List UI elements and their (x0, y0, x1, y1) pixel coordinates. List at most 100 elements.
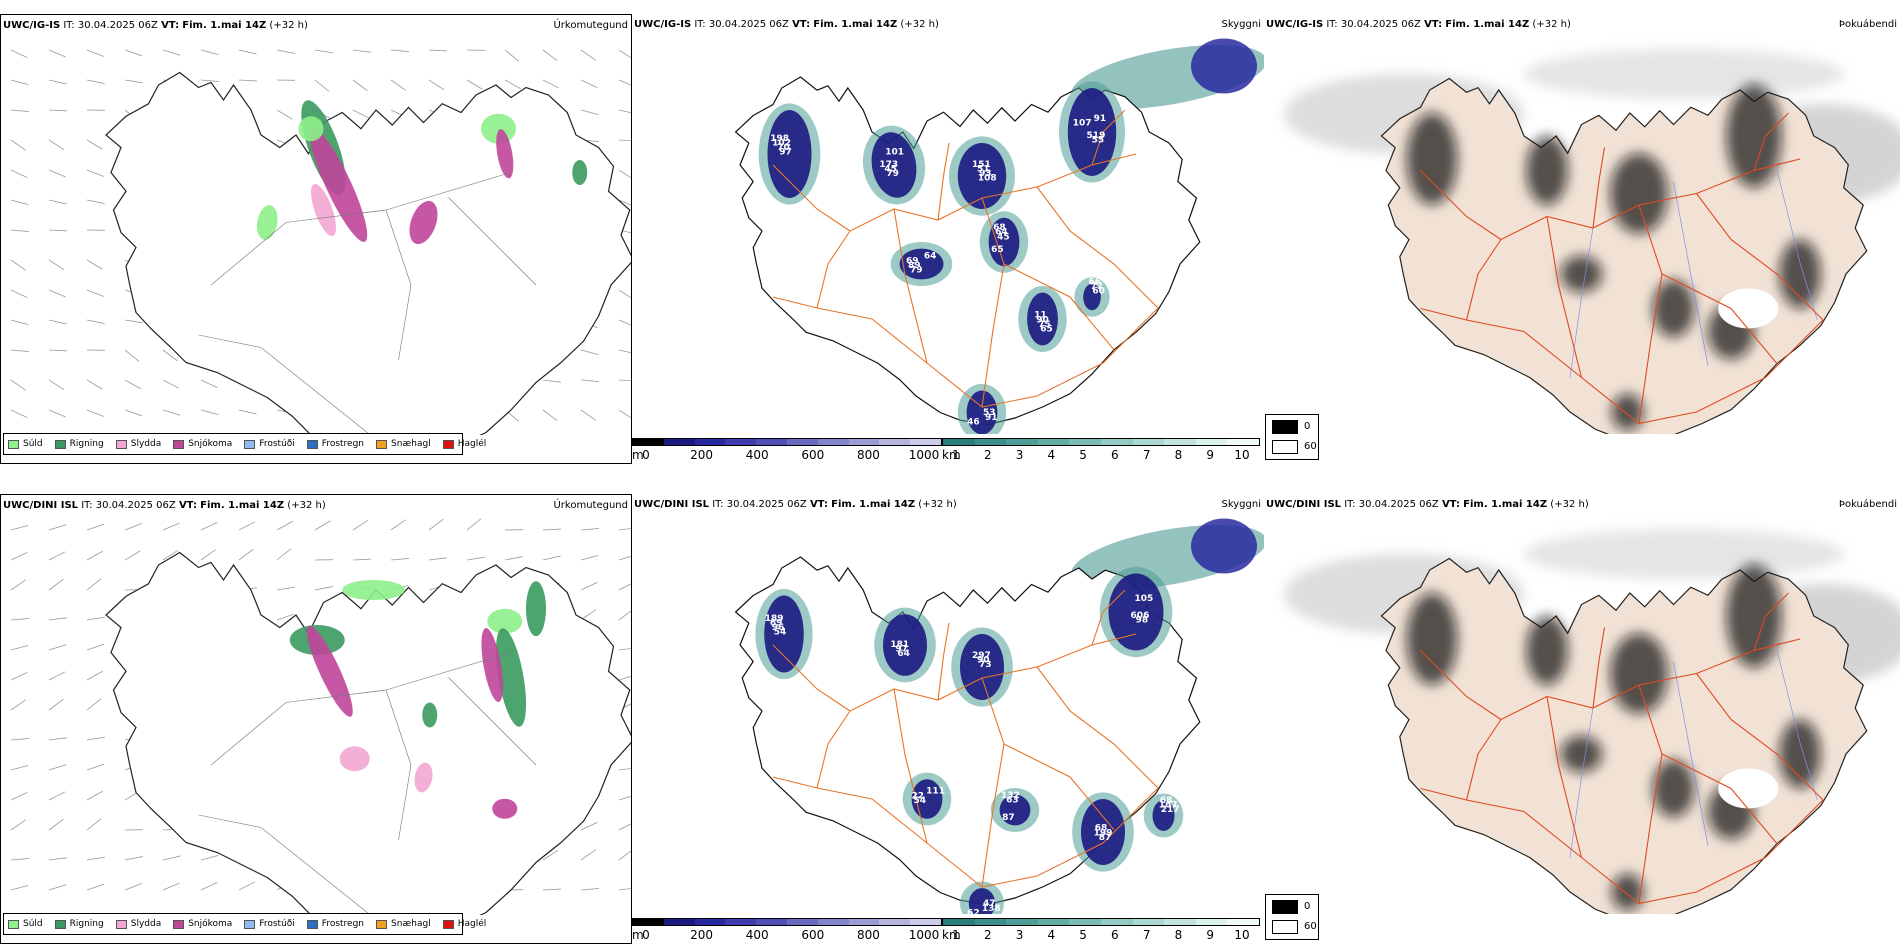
road (198, 814, 371, 915)
wind-barb (124, 49, 143, 57)
wind-barb (618, 823, 631, 831)
wind-barb (124, 550, 141, 561)
wind-barb (86, 319, 105, 324)
scale-tick-label: 10 (1234, 448, 1250, 462)
it-label: IT: (63, 20, 75, 31)
wind-barb (86, 139, 103, 150)
scale-color-step (1227, 439, 1259, 445)
scale-color-step (1069, 919, 1101, 925)
road-network (198, 172, 537, 435)
fog-scale-dark (1272, 420, 1298, 434)
scale-color-step (694, 919, 726, 925)
road (1661, 273, 1778, 365)
panel-title: Úrkomutegund (553, 20, 628, 31)
scale-ticks: 1 2 3 4 5 6 7 8 9 10 (942, 928, 1260, 944)
wind-barb (618, 49, 631, 59)
road (210, 652, 512, 766)
scale-color-step (1037, 439, 1070, 445)
field-blob (422, 702, 438, 728)
wind-barb (352, 79, 368, 92)
visibility-value-label: 66 (1088, 277, 1101, 287)
scale-color-step (817, 439, 849, 445)
wind-barb (124, 319, 143, 324)
scale-tick-label: 10 (1234, 928, 1250, 942)
wind-barb (162, 349, 178, 362)
wind-barb (48, 818, 64, 831)
fog-clear-area (1718, 288, 1779, 329)
fog-scale-dark-label: 0 (1304, 421, 1311, 432)
scale-tick-label: 1 (952, 448, 960, 462)
wind-barb (10, 109, 29, 112)
road (385, 689, 412, 841)
visibility-value-label: 107 (1073, 118, 1092, 128)
wind-barb (276, 548, 292, 561)
wind-barb (124, 856, 143, 861)
wind-barb (542, 379, 561, 383)
lead-time: (+32 h) (269, 20, 308, 31)
road-network (772, 589, 1159, 888)
wind-barb (86, 790, 103, 801)
visibility-value-label: 68 (1095, 824, 1108, 834)
wind-barb (580, 888, 599, 891)
wind-barb (162, 549, 179, 561)
legend-item: Snjókoma (173, 439, 232, 449)
precip-panel-bottom: UWC/DINI ISL IT: 30.04.2025 06Z VT: Fim.… (0, 494, 632, 944)
wind-barb (542, 409, 558, 422)
wind-barb (200, 854, 219, 861)
panel-title: Úrkomutegund (553, 500, 628, 511)
model-name: UWC/DINI ISL (634, 499, 710, 510)
fog-scale-light-label: 60 (1304, 921, 1317, 932)
legend-swatch (173, 919, 185, 929)
visibility-value-label: 108 (978, 174, 997, 184)
wind-barb (10, 579, 26, 591)
visibility-value-label: 79 (910, 266, 923, 276)
wind-barb (48, 578, 64, 591)
visibility-value-label: 101 (885, 147, 904, 157)
vt-label: VT: (809, 499, 828, 510)
field-blob (1191, 518, 1257, 574)
wind-barb (10, 139, 26, 151)
field-blob (871, 132, 917, 198)
wind-barb (352, 109, 370, 119)
wind-barb (86, 550, 103, 561)
scale-bar (632, 438, 942, 446)
field-blob (988, 217, 1020, 267)
wind-barb (580, 49, 596, 61)
legend-swatch (244, 919, 256, 929)
scale-tick-label: 4 (1047, 448, 1056, 462)
panel-header: UWC/IG-IS IT: 30.04.2025 06Z VT: Fim. 1.… (1264, 14, 1900, 36)
wind-barb (580, 849, 596, 861)
visibility-value-label: 69 (770, 618, 783, 628)
wind-barb (86, 409, 104, 417)
vt-label: VT: (161, 20, 180, 31)
visibility-value-label: 189 (765, 614, 784, 624)
road (1638, 204, 1663, 424)
wind-barb (86, 698, 102, 711)
fog-panel-top: UWC/IG-IS IT: 30.04.2025 06Z VT: Fim. 1.… (1264, 14, 1900, 464)
wind-barb (580, 528, 599, 531)
scale-color-step (943, 919, 975, 925)
init-time: 30.04.2025 06Z (95, 500, 176, 511)
scale-color-step (1006, 439, 1038, 445)
scale-tick-label: 4 (1047, 928, 1056, 942)
visibility-value-label: 68 (993, 223, 1006, 233)
wind-barb (86, 578, 102, 591)
wind-barb (10, 409, 28, 418)
field-blob (911, 779, 943, 819)
wind-barb (10, 672, 28, 681)
visibility-value-label: 199 (1094, 828, 1113, 838)
visibility-value-label: 62 (967, 908, 980, 914)
wind-barb (200, 882, 218, 891)
visibility-scale: km 1 2 3 4 5 6 7 8 9 10 (942, 916, 1260, 944)
lead-time: (+32 h) (900, 19, 939, 30)
wind-barb (314, 586, 333, 591)
lead-time: (+32 h) (1532, 19, 1571, 30)
it-label: IT: (694, 19, 706, 30)
scale-color-step (1037, 919, 1070, 925)
wind-barb (86, 523, 105, 531)
wind-barb (10, 819, 26, 831)
scale-tick-label: 3 (1015, 448, 1024, 462)
wind-barb (200, 409, 219, 416)
road (1753, 112, 1789, 171)
wind-barb (48, 524, 67, 531)
